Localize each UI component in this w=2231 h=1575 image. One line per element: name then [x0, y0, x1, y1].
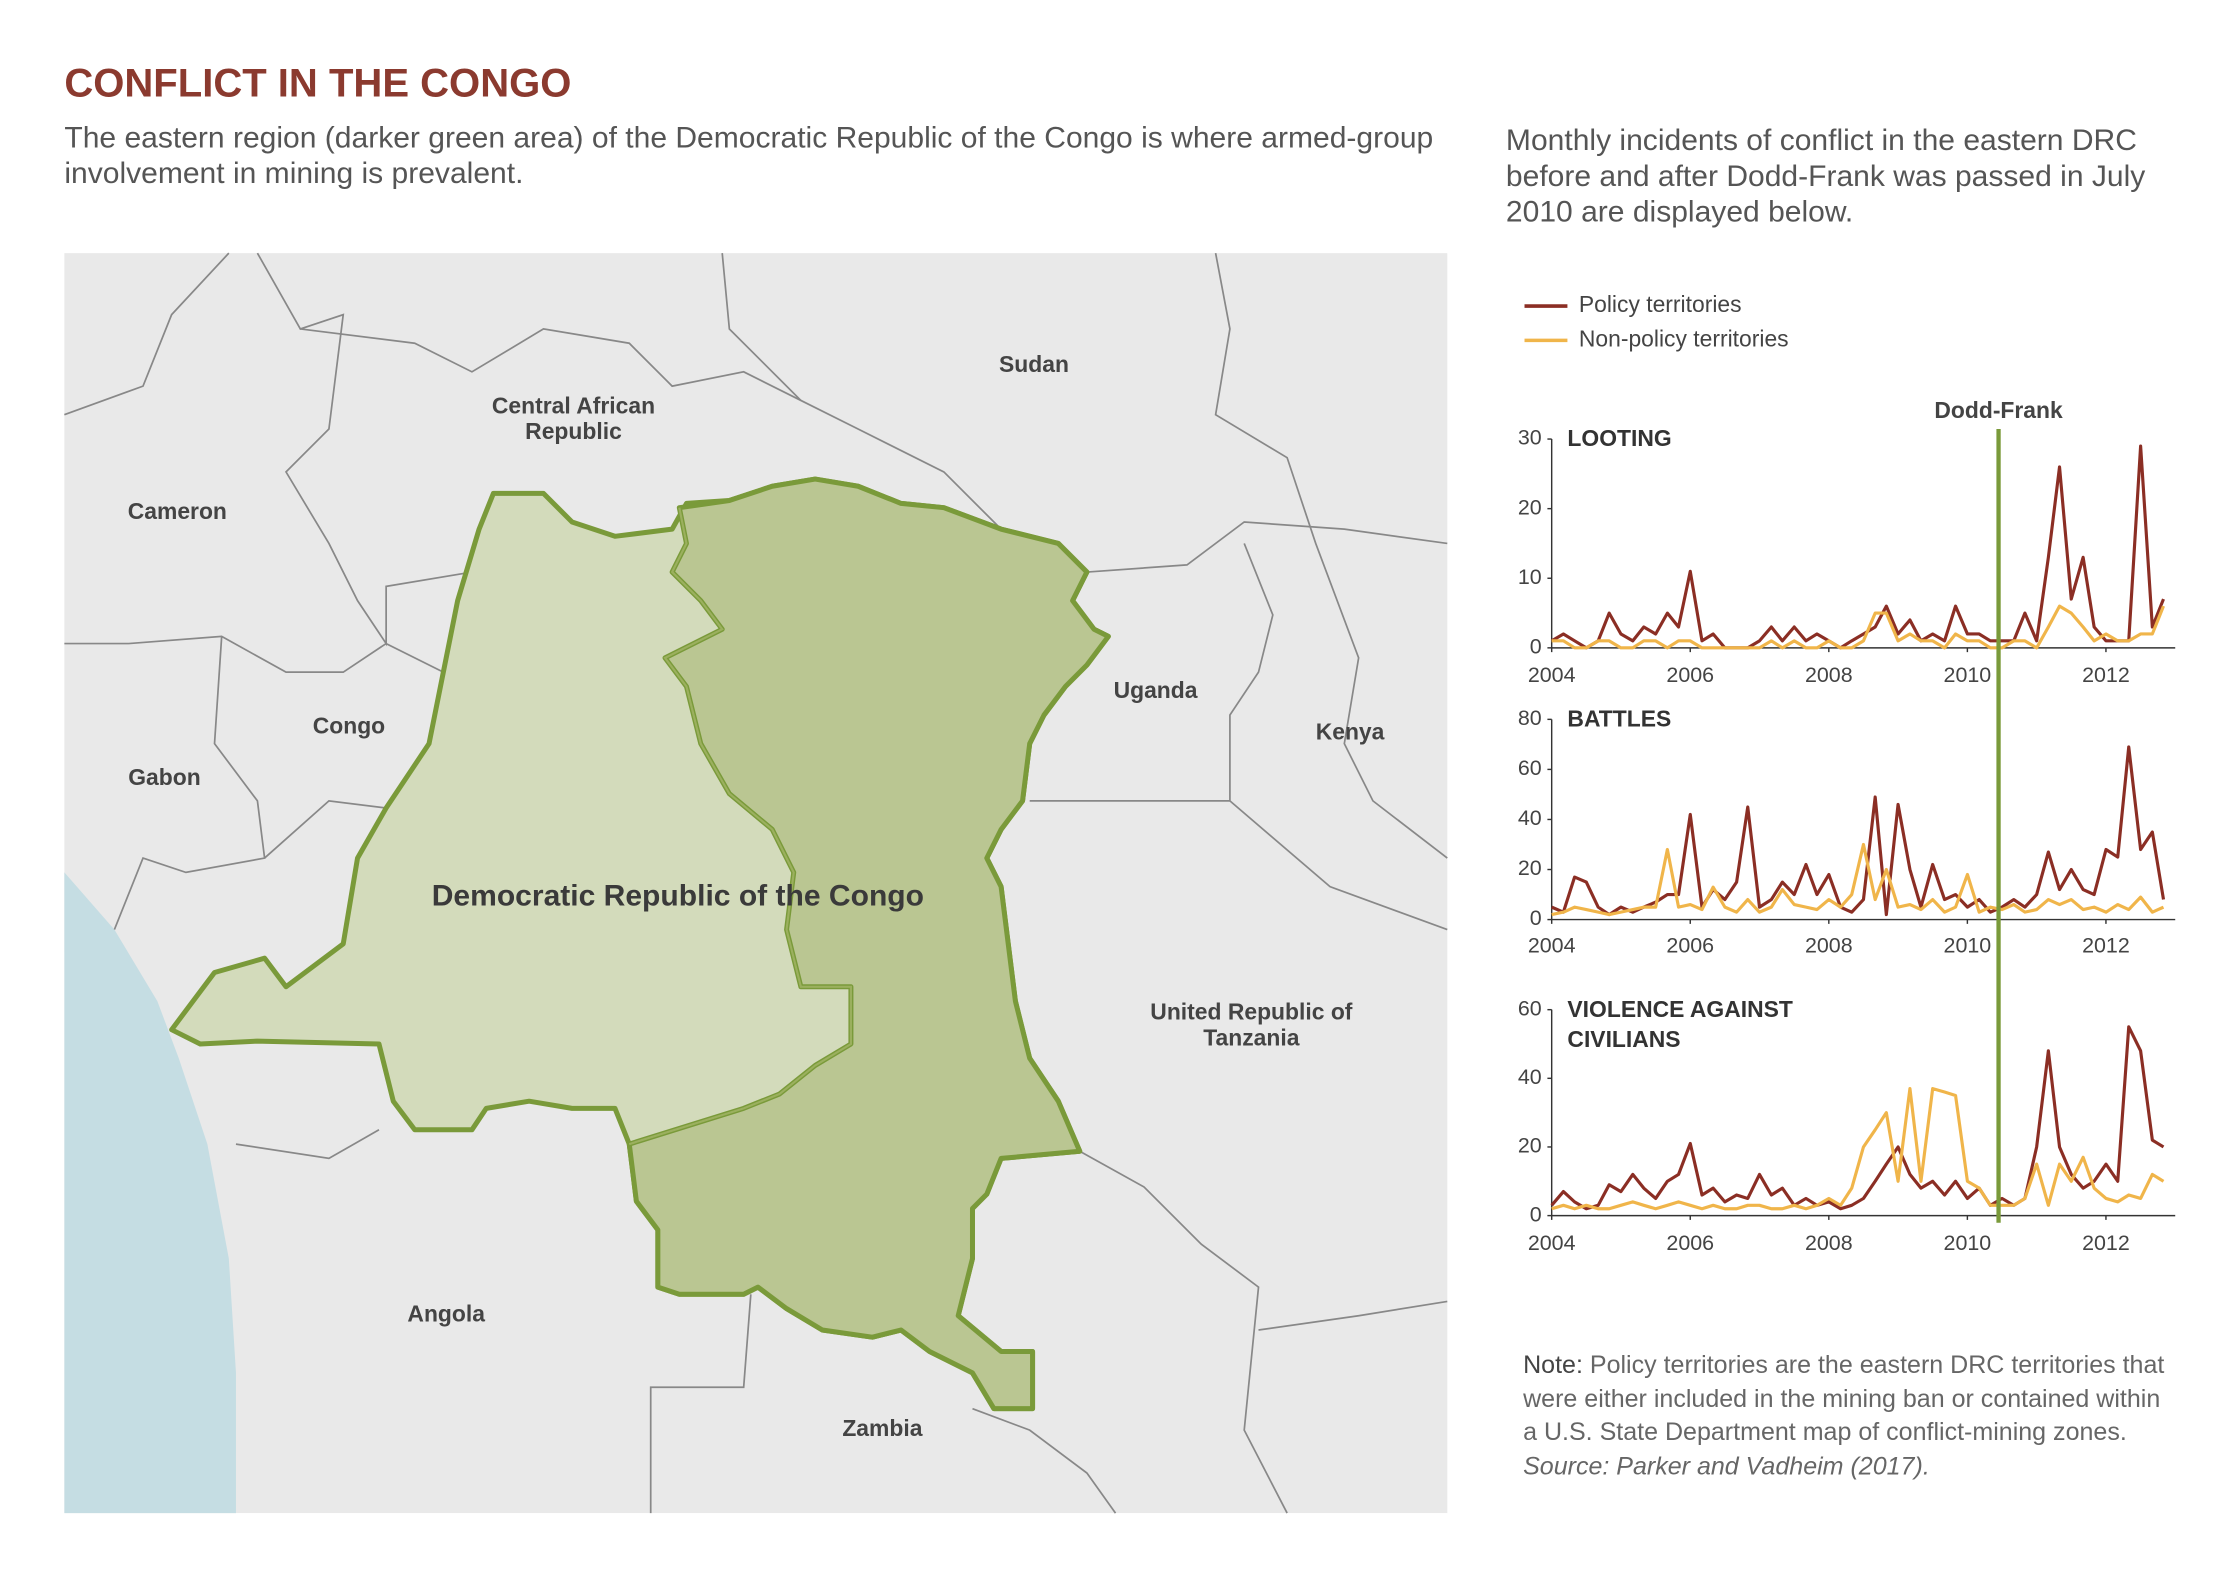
note-source: Source: Parker and Vadheim (2017). — [1523, 1450, 1930, 1480]
map-label: Uganda — [1113, 679, 1198, 704]
note: Note: Policy territories are the eastern… — [1523, 1349, 2181, 1483]
series-line — [1551, 604, 2165, 650]
series-line — [1551, 1087, 2165, 1211]
series-line — [1551, 842, 2165, 917]
map-label: Kenya — [1315, 720, 1385, 746]
subtitle-box: The eastern region (darker green area) o… — [64, 121, 1434, 191]
x-tick-label: 2008 — [1805, 933, 1853, 957]
map-label-box: Sudan — [999, 353, 1069, 378]
map-label-box: Central African Republic — [491, 394, 656, 445]
map-label-box: Democratic Republic of the Congo — [431, 879, 924, 913]
map-label-box: Uganda — [1113, 679, 1198, 704]
map-label: Central African Republic — [491, 394, 656, 445]
map-label: Sudan — [999, 353, 1069, 378]
border — [1258, 1300, 1448, 1331]
x-tick-label: 2012 — [2082, 933, 2130, 957]
note-text: Policy territories are the eastern DRC t… — [1523, 1350, 2165, 1446]
map-label-box: Gabon — [128, 766, 201, 791]
map-label-box: Cameron — [127, 500, 227, 525]
chart-title-box: VIOLENCE AGAINST CIVILIANS — [1567, 998, 1793, 1053]
border — [1229, 543, 1448, 931]
border — [1086, 521, 1448, 573]
map-label-box: Angola — [407, 1302, 485, 1328]
map-label: United Republic of Tanzania — [1150, 1001, 1353, 1052]
x-tick-label: 2006 — [1666, 663, 1714, 687]
map-label: Cameron — [127, 500, 227, 525]
x-tick-label: 2006 — [1666, 1231, 1714, 1255]
legend-label: Policy territories — [1579, 291, 1742, 317]
chart-title: LOOTING — [1567, 427, 1672, 452]
border — [264, 799, 387, 859]
y-tick-label: 80 — [1518, 706, 1542, 730]
border — [721, 253, 802, 402]
border — [235, 1129, 380, 1160]
map-label-box: Kenya — [1315, 720, 1385, 746]
note-box: Note: Policy territories are the eastern… — [1523, 1349, 2181, 1483]
map-label-box: Zambia — [842, 1417, 923, 1442]
intro-box: Monthly incidents of conflict in the eas… — [1505, 124, 2146, 229]
y-tick-label: 40 — [1518, 806, 1542, 830]
border — [1079, 1150, 1288, 1514]
series-line — [1550, 1025, 2165, 1211]
map-label: Democratic Republic of the Congo — [431, 879, 924, 913]
title: CONFLICT IN THE CONGO — [64, 61, 571, 105]
ocean — [64, 872, 236, 1514]
y-tick-label: 0 — [1530, 906, 1542, 930]
border — [1214, 252, 1448, 859]
charts: Policy territories Non-policy territories… — [1518, 291, 2176, 1255]
x-tick-label: 2008 — [1805, 1231, 1853, 1255]
y-tick-label: 20 — [1518, 1134, 1542, 1158]
series-line — [1550, 444, 2165, 650]
region-boundary — [628, 507, 852, 1146]
map-label-box: Congo — [312, 715, 386, 740]
x-tick-label: 2006 — [1666, 933, 1714, 957]
y-tick-label: 40 — [1518, 1065, 1542, 1089]
y-tick-label: 60 — [1518, 996, 1542, 1020]
map-label: Gabon — [128, 766, 201, 791]
chart-title-box: BATTLES — [1567, 707, 1672, 733]
x-tick-label: 2010 — [1944, 933, 1992, 957]
x-tick-label: 2004 — [1528, 933, 1576, 957]
y-tick-label: 30 — [1518, 426, 1542, 450]
x-tick-label: 2010 — [1944, 663, 1992, 687]
note-label: Note: — [1523, 1350, 1583, 1379]
map-label: Angola — [407, 1302, 485, 1328]
map — [64, 252, 1448, 1514]
map-labels: Cameron Central African Republic Sudan Cong… — [127, 353, 1385, 1442]
series-line — [1551, 745, 2166, 917]
x-tick-label: 2012 — [2082, 663, 2130, 687]
x-tick-label: 2008 — [1805, 663, 1853, 687]
border — [649, 1294, 752, 1514]
border — [256, 252, 473, 647]
y-tick-label: 0 — [1530, 635, 1542, 659]
x-tick-label: 2010 — [1944, 1231, 1992, 1255]
legend-label: Non-policy territories — [1579, 325, 1789, 351]
chart-title: BATTLES — [1567, 707, 1672, 733]
charts-intro: Monthly incidents of conflict in the eas… — [1505, 124, 2146, 229]
annotation-label: Dodd-Frank — [1934, 397, 2063, 423]
y-tick-label: 20 — [1518, 495, 1542, 519]
x-tick-label: 2004 — [1528, 663, 1576, 687]
x-tick-label: 2004 — [1528, 1231, 1576, 1255]
y-tick-label: 0 — [1530, 1202, 1542, 1226]
border — [64, 252, 230, 416]
y-tick-label: 20 — [1518, 856, 1542, 880]
y-tick-label: 60 — [1518, 756, 1542, 780]
chart-title: VIOLENCE AGAINST CIVILIANS — [1567, 998, 1793, 1053]
border — [300, 328, 1002, 530]
chart-title-box: LOOTING — [1567, 427, 1672, 452]
map-label: Congo — [312, 715, 386, 740]
map-label: Zambia — [842, 1417, 923, 1442]
subtitle: The eastern region (darker green area) o… — [64, 121, 1434, 191]
x-tick-label: 2012 — [2082, 1231, 2130, 1255]
map-label-box: United Republic of Tanzania — [1150, 1001, 1353, 1052]
border — [972, 1407, 1117, 1514]
y-tick-label: 10 — [1518, 565, 1542, 589]
